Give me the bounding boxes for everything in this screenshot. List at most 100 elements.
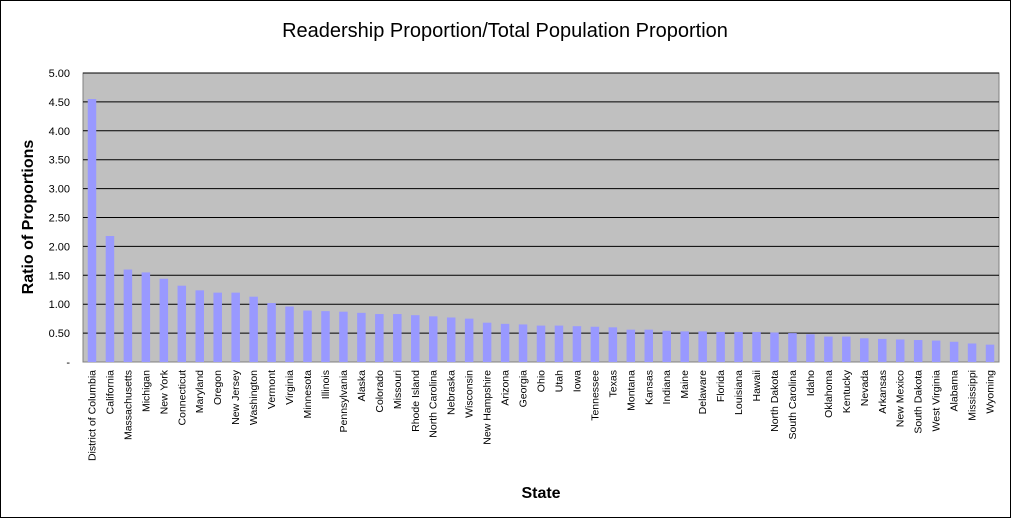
- y-tick-label: 5.00: [49, 68, 70, 80]
- bar: [770, 332, 779, 362]
- bar: [752, 331, 761, 362]
- x-tick-label: Idaho: [805, 370, 817, 396]
- bar: [644, 329, 654, 362]
- bar: [159, 278, 169, 362]
- x-tick-label: Arkansas: [877, 370, 889, 414]
- x-tick-label: North Dakota: [769, 370, 781, 432]
- x-tick-label: Oklahoma: [823, 370, 835, 418]
- x-tick-label: Oregon: [212, 370, 224, 405]
- bar: [590, 326, 600, 362]
- bar: [806, 334, 815, 362]
- x-tick-label: Florida: [715, 370, 727, 402]
- bar: [231, 292, 240, 362]
- bar: [177, 285, 187, 362]
- bar: [608, 327, 618, 362]
- x-tick-label: New Mexico: [895, 370, 907, 427]
- y-tick-label: 4.00: [49, 126, 70, 138]
- x-tick-label: Maine: [679, 370, 691, 399]
- y-tick-label: 1.50: [49, 270, 70, 282]
- bar: [967, 343, 977, 362]
- gridlines: [83, 72, 999, 334]
- bar: [734, 331, 743, 362]
- bar: [788, 333, 797, 362]
- x-tick-label: Virginia: [284, 370, 296, 405]
- bar: [931, 340, 941, 362]
- bar: [321, 311, 330, 362]
- bar: [393, 314, 402, 362]
- chart-title: Readership Proportion/Total Population P…: [282, 20, 728, 42]
- x-tick-label: Massachusetts: [122, 370, 134, 440]
- bar: [285, 306, 294, 362]
- y-tick-label: 3.50: [49, 155, 70, 167]
- y-tick-label: 1.00: [49, 299, 70, 311]
- x-tick-label: Alabama: [949, 370, 961, 412]
- bar: [357, 312, 366, 362]
- x-tick-label: Tennessee: [589, 370, 601, 421]
- y-tick-label: 0.50: [49, 328, 70, 340]
- x-tick-label: Ohio: [536, 370, 548, 392]
- x-tick-label: Rhode Island: [410, 370, 422, 432]
- bar: [572, 326, 582, 362]
- bar: [842, 336, 851, 362]
- bar: [500, 323, 510, 362]
- x-tick-label: Connecticut: [176, 370, 188, 426]
- bar: [267, 303, 276, 362]
- x-axis-label: State: [521, 485, 560, 502]
- bar: [698, 331, 707, 362]
- x-tick-label: Mississippi: [967, 370, 979, 421]
- bar: [464, 318, 474, 362]
- x-tick-label: Maryland: [194, 370, 206, 413]
- bar: [446, 317, 456, 362]
- bar: [913, 340, 923, 362]
- x-tick-label: Nebraska: [446, 370, 458, 415]
- bar: [878, 338, 887, 362]
- x-tick-label: Arizona: [500, 370, 512, 406]
- x-tick-label: Vermont: [266, 370, 278, 409]
- x-tick-label: Louisiana: [733, 370, 745, 415]
- y-tick-label: 3.00: [49, 184, 70, 196]
- x-tick-label: District of Columbia: [86, 370, 98, 461]
- bar: [428, 316, 438, 362]
- x-tick-label: Hawaii: [751, 370, 763, 402]
- x-tick-label: New Hampshire: [482, 370, 494, 445]
- x-tick-label: Georgia: [518, 370, 530, 408]
- x-tick-label: Pennsylvania: [338, 370, 350, 433]
- bar: [482, 322, 492, 362]
- bar: [249, 296, 258, 362]
- y-tick-label: 2.00: [49, 241, 70, 253]
- bar: [536, 325, 546, 362]
- bar: [123, 269, 133, 362]
- x-tick-label: Alaska: [356, 370, 368, 402]
- y-axis-label: Ratio of Proportions: [20, 140, 37, 295]
- y-tick-label: -: [66, 357, 70, 369]
- bar: [716, 331, 725, 362]
- bar: [303, 310, 312, 362]
- x-tick-label: Wyoming: [985, 370, 997, 414]
- bar: [985, 344, 995, 362]
- x-tick-label: Iowa: [571, 370, 583, 392]
- bar: [105, 235, 115, 362]
- x-tick-label: Illinois: [320, 370, 332, 399]
- bar: [824, 336, 833, 362]
- x-tick-label: California: [104, 370, 116, 415]
- x-tick-label: Kentucky: [841, 369, 853, 413]
- x-tick-label: Indiana: [661, 370, 673, 405]
- x-tick-label: Michigan: [140, 370, 152, 412]
- y-tick-label: 4.50: [49, 97, 70, 109]
- bar: [339, 311, 348, 362]
- bar: [375, 314, 384, 362]
- bar: [213, 292, 222, 362]
- bar: [141, 272, 151, 362]
- bar: [949, 341, 959, 362]
- x-tick-labels: District of Columbia California Massachuse…: [86, 369, 996, 461]
- x-tick-label: South Carolina: [787, 370, 799, 440]
- x-tick-label: Montana: [625, 370, 637, 411]
- x-tick-label: Delaware: [697, 370, 709, 415]
- bar: [411, 315, 420, 362]
- bar: [626, 329, 636, 362]
- bar: [662, 330, 671, 362]
- x-tick-label: South Dakota: [913, 370, 925, 434]
- x-tick-label: Nevada: [859, 370, 871, 406]
- bar: [87, 99, 97, 362]
